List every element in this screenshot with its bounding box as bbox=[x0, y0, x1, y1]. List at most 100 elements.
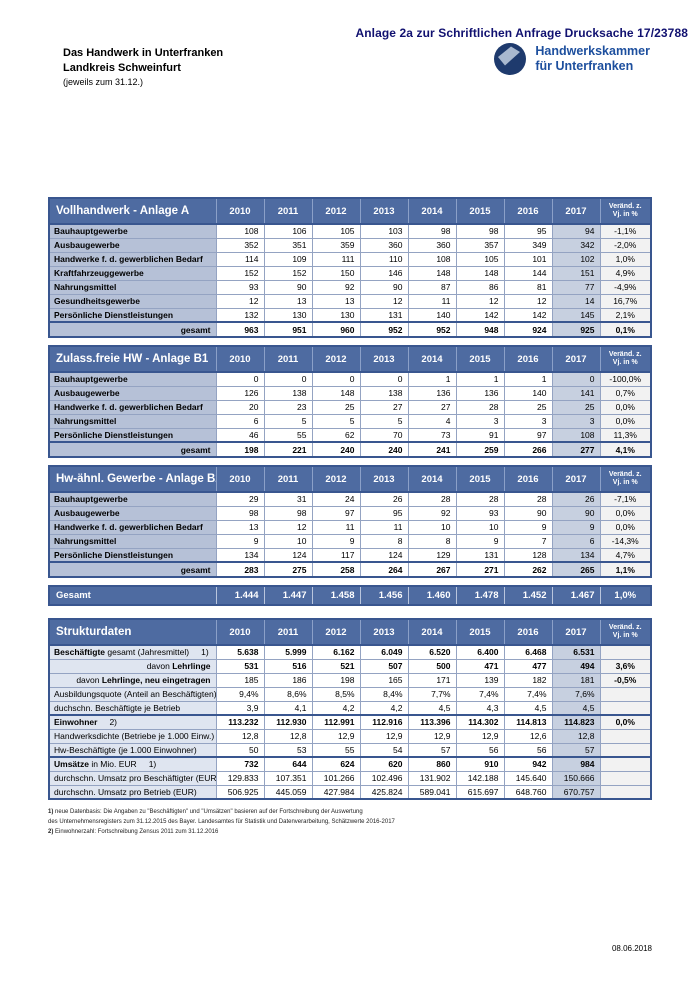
value-cell: 165 bbox=[359, 672, 409, 688]
value-cell: 477 bbox=[503, 658, 553, 674]
value-cell: 181 bbox=[551, 672, 601, 688]
value-cell: 427.984 bbox=[311, 784, 361, 800]
value-cell: 0 bbox=[551, 371, 601, 387]
value-cell: 357 bbox=[455, 237, 505, 253]
change-cell: -14,3% bbox=[599, 533, 652, 549]
value-cell: 360 bbox=[407, 237, 457, 253]
year-header: 2015 bbox=[455, 198, 504, 225]
value-cell: 198 bbox=[311, 672, 361, 688]
structure-table: Strukturdaten 2010 2011 2012 2013 2014 2015 201… bbox=[48, 618, 652, 800]
value-cell: 106 bbox=[263, 223, 313, 239]
table-header-row: Hw-ähnl. Gewerbe - Anlage B2 2010 2011 2012… bbox=[49, 466, 651, 493]
value-cell: 9 bbox=[215, 533, 265, 549]
value-cell: 62 bbox=[311, 427, 361, 443]
year-header: 2015 bbox=[455, 346, 504, 373]
value-cell: 108 bbox=[551, 427, 601, 443]
value-cell: 7,6% bbox=[551, 686, 601, 702]
document-note: (jeweils zum 31.12.) bbox=[63, 77, 144, 87]
value-cell: 108 bbox=[407, 251, 457, 267]
total-value-cell: 266 bbox=[503, 441, 553, 458]
change-cell: 2,1% bbox=[599, 307, 652, 323]
label-part: Beschäftigte bbox=[54, 647, 106, 658]
total-value-cell: 283 bbox=[215, 561, 265, 578]
table-total-row: gesamt 283 275 258 264 267 271 262 265 1,1% bbox=[48, 561, 652, 578]
value-cell: 128 bbox=[503, 547, 553, 563]
value-cell: 113.232 bbox=[215, 714, 265, 730]
year-table: Vollhandwerk - Anlage A 2010 2011 2012 2013 2… bbox=[48, 197, 652, 338]
year-header: 2010 bbox=[215, 198, 264, 225]
structure-row: Umsätze in Mio. EUR 1) 732 644 624 620 860 910 9… bbox=[48, 756, 652, 772]
value-cell: 507 bbox=[359, 658, 409, 674]
value-cell: 445.059 bbox=[263, 784, 313, 800]
value-cell: 148 bbox=[407, 265, 457, 281]
footnote-marker: 1) bbox=[48, 809, 56, 815]
total-value-cell: 258 bbox=[311, 561, 361, 578]
value-cell: 6.049 bbox=[359, 644, 409, 660]
value-cell: 12,8 bbox=[551, 728, 601, 744]
total-value-cell: 240 bbox=[311, 441, 361, 458]
value-cell: 150 bbox=[311, 265, 361, 281]
footnote-text: des Unternehmensregisters zum 31.12.2015… bbox=[48, 819, 395, 825]
hwk-logo-text: Handwerkskammer für Unterfranken bbox=[535, 44, 650, 74]
value-cell: 13 bbox=[263, 293, 313, 309]
year-table: Zulass.freie HW - Anlage B1 2010 2011 2012 2… bbox=[48, 345, 652, 458]
table-row: Ausbaugewerbe 352 351 359 360 360 357 349 342 -2,… bbox=[48, 237, 652, 253]
value-cell: 130 bbox=[311, 307, 361, 323]
table-row: Persönliche Dienstleistungen 46 55 62 70 73 91… bbox=[48, 427, 652, 443]
value-cell: 0 bbox=[215, 371, 265, 387]
year-header: 2013 bbox=[359, 198, 408, 225]
total-value-cell: 275 bbox=[263, 561, 313, 578]
table-row: Handwerke f. d. gewerblichen Bedarf 20 23 2… bbox=[48, 399, 652, 415]
value-cell: 140 bbox=[503, 385, 553, 401]
value-cell: 114 bbox=[215, 251, 265, 267]
anlage-heading: Anlage 2a zur Schriftlichen Anfrage Druc… bbox=[355, 26, 688, 40]
value-cell: 644 bbox=[263, 756, 313, 772]
table-row: Nahrungsmittel 9 10 9 8 8 9 7 6 -14,3% bbox=[48, 533, 652, 549]
value-cell: 130 bbox=[263, 307, 313, 323]
category-label: Persönliche Dienstleistungen bbox=[48, 307, 217, 323]
grand-total-row: Gesamt 1.444 1.447 1.458 1.456 1.460 1.478 1.45… bbox=[49, 586, 651, 605]
value-cell: 95 bbox=[503, 223, 553, 239]
year-header: 2011 bbox=[263, 466, 312, 493]
grand-total-value: 1.467 bbox=[551, 586, 600, 605]
value-cell: 13 bbox=[215, 519, 265, 535]
value-cell: 53 bbox=[263, 742, 313, 758]
change-cell: 0,0% bbox=[599, 714, 652, 730]
year-header: 2016 bbox=[503, 466, 552, 493]
value-cell: 25 bbox=[503, 399, 553, 415]
document-title: Das Handwerk in Unterfranken bbox=[63, 47, 224, 59]
category-label: Ausbaugewerbe bbox=[48, 237, 217, 253]
value-cell: 11 bbox=[359, 519, 409, 535]
value-cell: 589.041 bbox=[407, 784, 457, 800]
change-cell: 11,3% bbox=[599, 427, 652, 443]
change-cell: 3,6% bbox=[599, 658, 652, 674]
value-cell: 0 bbox=[359, 371, 409, 387]
value-cell: 10 bbox=[407, 519, 457, 535]
value-cell: 26 bbox=[359, 491, 409, 507]
value-cell: 12,6 bbox=[503, 728, 553, 744]
structure-label: Handwerksdichte (Betriebe je 1.000 Einw.… bbox=[48, 728, 217, 744]
grand-total-change: 1,0% bbox=[599, 586, 651, 605]
value-cell: 90 bbox=[503, 505, 553, 521]
year-header: 2011 bbox=[263, 198, 312, 225]
value-cell: 114.823 bbox=[551, 714, 601, 730]
table-header-row: Zulass.freie HW - Anlage B1 2010 2011 2012 2… bbox=[49, 346, 651, 373]
label-part: davon bbox=[146, 661, 173, 671]
value-cell: 87 bbox=[407, 279, 457, 295]
value-cell: 46 bbox=[215, 427, 265, 443]
value-cell: 29 bbox=[215, 491, 265, 507]
total-value-cell: 264 bbox=[359, 561, 409, 578]
change-cell: -100,0% bbox=[599, 371, 652, 387]
value-cell: 4,5 bbox=[551, 700, 601, 716]
value-cell: 9 bbox=[311, 533, 361, 549]
value-cell: 81 bbox=[503, 279, 553, 295]
year-header: 2016 bbox=[503, 198, 552, 225]
value-cell: 142.188 bbox=[455, 770, 505, 786]
value-cell: 140 bbox=[407, 307, 457, 323]
table-row: Bauhauptgewerbe 108 106 105 103 98 98 95 94 -1,1% bbox=[48, 223, 652, 239]
value-cell: 25 bbox=[551, 399, 601, 415]
value-cell: 102.496 bbox=[359, 770, 409, 786]
value-cell: 12 bbox=[455, 293, 505, 309]
label-part: durchschn. Umsatz pro Betrieb (EUR) bbox=[54, 786, 197, 797]
